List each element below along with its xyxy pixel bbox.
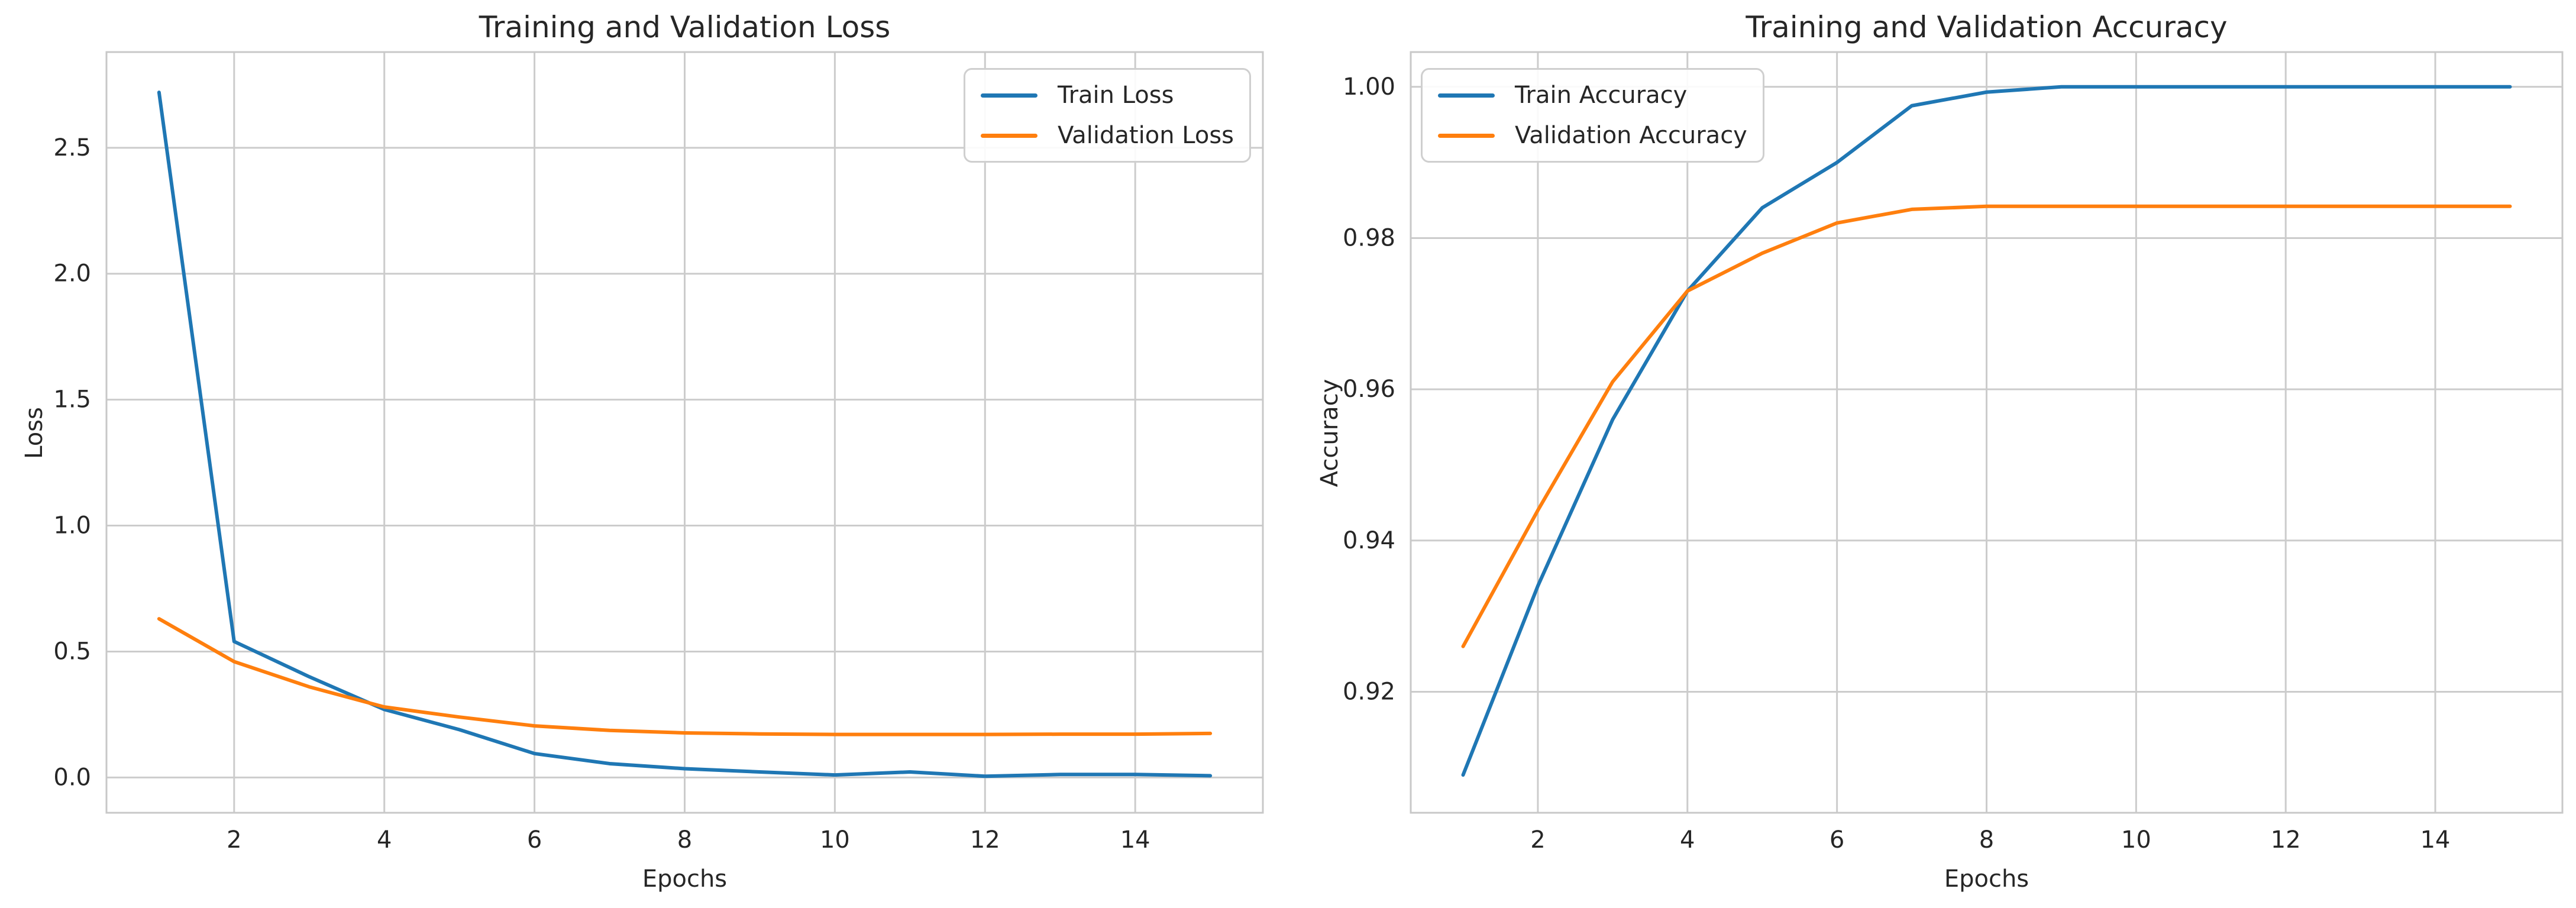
y-tick-label: 0.92: [1343, 678, 1395, 705]
x-tick-label: 2: [227, 826, 241, 854]
validation-loss-line: [157, 617, 1213, 736]
x-tick-label: 12: [970, 826, 1000, 854]
x-tick-label: 2: [1530, 826, 1545, 854]
y-tick-label: 0.98: [1343, 224, 1395, 251]
legend-label: Validation Accuracy: [1515, 122, 1747, 149]
legend-item: Train Accuracy: [1438, 80, 1747, 110]
y-tick-label: 2.0: [53, 260, 91, 287]
x-tick-label: 14: [2420, 826, 2451, 854]
y-tick-label: 1.0: [53, 512, 91, 539]
y-tick-label: 2.5: [53, 134, 91, 161]
accuracy-y-axis-label: Accuracy: [1316, 379, 1343, 487]
y-tick-label: 0.94: [1343, 527, 1395, 554]
validation-loss-swatch: [981, 133, 1038, 138]
legend-item: Validation Accuracy: [1438, 121, 1747, 150]
loss-chart-title: Training and Validation Loss: [479, 10, 891, 44]
y-tick-label: 0.5: [53, 638, 91, 665]
train-accuracy-swatch: [1438, 93, 1495, 98]
y-tick-label: 0.96: [1343, 376, 1395, 403]
loss-y-axis-label: Loss: [21, 407, 48, 459]
accuracy-legend: Train Accuracy Validation Accuracy: [1421, 68, 1764, 163]
legend-label: Validation Loss: [1058, 122, 1234, 149]
legend-item: Train Loss: [981, 80, 1234, 110]
loss-legend: Train Loss Validation Loss: [964, 68, 1251, 163]
x-tick-label: 4: [377, 826, 392, 854]
x-tick-label: 12: [2271, 826, 2301, 854]
train-loss-line: [157, 91, 1213, 778]
accuracy-plot-area: 2 4 6 8 10 12 14 0.92 0.94 0.96 0.98 1.00: [1343, 51, 2564, 854]
x-tick-label: 14: [1120, 826, 1150, 854]
x-tick-label: 8: [677, 826, 692, 854]
x-tick-label: 4: [1680, 826, 1695, 854]
train-accuracy-line: [1461, 85, 2512, 777]
y-tick-label: 0.0: [53, 764, 91, 791]
validation-accuracy-swatch: [1438, 133, 1495, 138]
legend-label: Train Accuracy: [1515, 82, 1688, 109]
legend-item: Validation Loss: [981, 121, 1234, 150]
accuracy-x-axis-label: Epochs: [1944, 865, 2029, 893]
loss-plot-area: 2 4 6 8 10 12 14 0.0 0.5 1.0 1.5 2.0 2.5: [53, 51, 1264, 854]
loss-x-axis-label: Epochs: [642, 865, 728, 893]
validation-accuracy-line: [1461, 204, 2512, 648]
accuracy-chart-title: Training and Validation Accuracy: [1746, 10, 2228, 44]
plot-border: [105, 51, 1264, 814]
y-tick-label: 1.00: [1343, 73, 1395, 101]
x-tick-label: 6: [527, 826, 542, 854]
y-tick-label: 1.5: [53, 386, 91, 413]
x-tick-label: 10: [2121, 826, 2151, 854]
train-loss-swatch: [981, 93, 1038, 98]
plot-border: [1410, 51, 2564, 814]
x-tick-label: 10: [820, 826, 850, 854]
x-tick-label: 8: [1979, 826, 1994, 854]
legend-label: Train Loss: [1058, 82, 1174, 109]
x-tick-label: 6: [1830, 826, 1844, 854]
